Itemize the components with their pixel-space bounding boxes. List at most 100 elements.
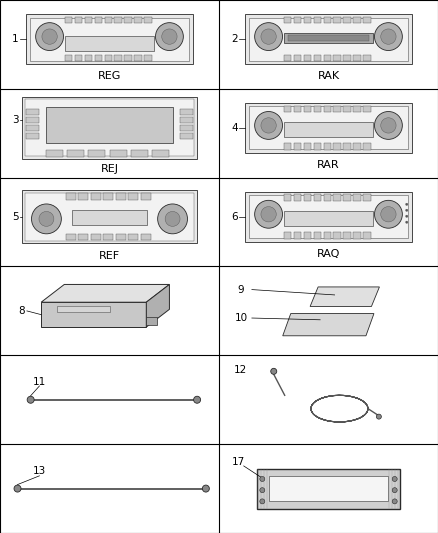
Bar: [304, 106, 311, 112]
Bar: [353, 195, 361, 201]
Text: 17: 17: [232, 457, 245, 467]
Bar: [304, 195, 311, 201]
Bar: [95, 54, 102, 61]
Bar: [283, 17, 291, 23]
Bar: [66, 234, 75, 240]
Bar: [324, 106, 331, 112]
Bar: [249, 107, 408, 149]
Circle shape: [381, 118, 396, 133]
Bar: [268, 476, 388, 502]
Polygon shape: [310, 287, 379, 306]
Bar: [364, 106, 371, 112]
Bar: [30, 18, 189, 61]
Text: 5: 5: [12, 212, 19, 222]
Circle shape: [254, 111, 283, 139]
Bar: [293, 106, 301, 112]
Bar: [283, 123, 374, 138]
Bar: [314, 143, 321, 150]
Text: 6: 6: [231, 212, 238, 222]
Text: RAR: RAR: [317, 160, 340, 170]
Bar: [293, 54, 301, 61]
Bar: [26, 125, 39, 132]
Polygon shape: [283, 313, 374, 336]
Bar: [364, 143, 371, 150]
Bar: [67, 150, 85, 157]
Bar: [57, 306, 110, 312]
Bar: [78, 234, 88, 240]
Bar: [324, 232, 331, 239]
Text: 4: 4: [231, 123, 238, 133]
Bar: [180, 125, 193, 132]
Bar: [124, 54, 132, 61]
Bar: [74, 54, 82, 61]
Circle shape: [202, 485, 209, 492]
Bar: [134, 17, 142, 23]
Bar: [78, 193, 88, 200]
Circle shape: [261, 118, 276, 133]
Bar: [353, 106, 361, 112]
Bar: [304, 143, 311, 150]
Text: REJ: REJ: [100, 164, 119, 174]
Bar: [114, 54, 122, 61]
Circle shape: [260, 499, 265, 504]
Bar: [245, 192, 412, 241]
Bar: [333, 143, 341, 150]
Bar: [85, 54, 92, 61]
Bar: [46, 150, 64, 157]
Circle shape: [406, 203, 408, 206]
Bar: [293, 17, 301, 23]
Bar: [343, 143, 351, 150]
Bar: [110, 150, 127, 157]
Bar: [26, 109, 39, 116]
Bar: [91, 234, 101, 240]
Bar: [353, 143, 361, 150]
Bar: [304, 17, 311, 23]
Bar: [283, 195, 291, 201]
Bar: [333, 54, 341, 61]
Bar: [304, 54, 311, 61]
Circle shape: [374, 23, 403, 51]
Bar: [180, 117, 193, 124]
Circle shape: [406, 221, 408, 223]
Text: RAQ: RAQ: [317, 249, 340, 259]
Bar: [293, 143, 301, 150]
Bar: [283, 54, 291, 61]
Circle shape: [162, 29, 177, 44]
Circle shape: [261, 29, 276, 44]
Circle shape: [392, 488, 397, 492]
Text: 13: 13: [33, 466, 46, 476]
Bar: [25, 193, 194, 241]
Bar: [257, 469, 399, 508]
Bar: [314, 195, 321, 201]
Bar: [46, 107, 173, 143]
Circle shape: [381, 29, 396, 44]
Bar: [283, 106, 291, 112]
Bar: [353, 54, 361, 61]
Bar: [333, 17, 341, 23]
Bar: [22, 190, 197, 244]
Text: 2: 2: [231, 34, 238, 44]
Bar: [324, 143, 331, 150]
Bar: [105, 17, 112, 23]
Bar: [41, 302, 146, 327]
Bar: [22, 97, 197, 159]
Text: 10: 10: [234, 313, 247, 323]
Bar: [64, 54, 72, 61]
Bar: [26, 14, 193, 64]
Bar: [116, 234, 126, 240]
Circle shape: [42, 29, 57, 44]
Bar: [141, 234, 151, 240]
Bar: [249, 195, 408, 238]
Circle shape: [374, 111, 403, 139]
Bar: [146, 317, 157, 325]
Bar: [333, 106, 341, 112]
Bar: [343, 195, 351, 201]
Bar: [180, 109, 193, 116]
Bar: [124, 17, 132, 23]
Circle shape: [254, 200, 283, 228]
Circle shape: [376, 414, 381, 419]
Bar: [64, 36, 155, 51]
Circle shape: [155, 23, 184, 51]
Bar: [333, 232, 341, 239]
Bar: [283, 232, 291, 239]
